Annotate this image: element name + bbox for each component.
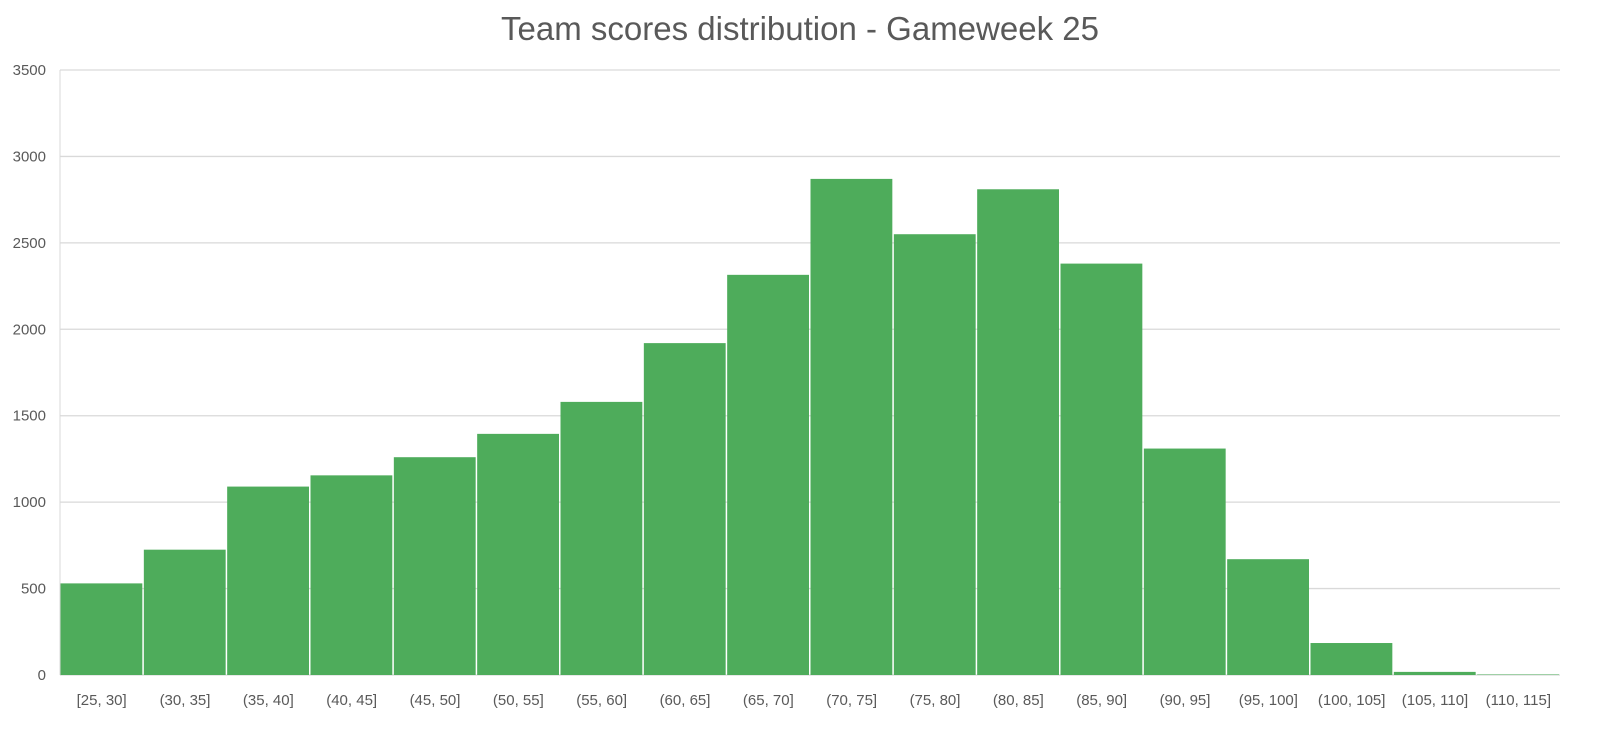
histogram-bar (1227, 559, 1309, 675)
x-tick-label: (40, 45] (326, 692, 377, 709)
x-tick-label: (45, 50] (410, 692, 461, 709)
x-tick-label: (100, 105] (1318, 692, 1386, 709)
histogram-bar (643, 343, 726, 675)
y-tick-label: 2000 (13, 321, 46, 338)
x-tick-label: (80, 85] (993, 692, 1044, 709)
histogram-bar (310, 475, 393, 675)
histogram-bar (810, 178, 893, 675)
x-tick-label: (75, 80] (910, 692, 961, 709)
x-tick-label: (30, 35] (160, 692, 211, 709)
histogram-bar (1393, 671, 1476, 675)
x-tick-label: (65, 70] (743, 692, 794, 709)
histogram-bar (60, 583, 143, 675)
histogram-bar (1060, 263, 1143, 675)
y-tick-label: 1000 (13, 494, 46, 511)
x-tick-label: (90, 95] (1160, 692, 1211, 709)
histogram-bar (977, 189, 1059, 675)
histogram-bar (560, 401, 643, 675)
histogram-bar (893, 234, 976, 675)
histogram-bar (477, 433, 559, 675)
histogram-bar (143, 549, 226, 675)
y-tick-label: 1500 (13, 408, 46, 425)
histogram-bar (1477, 674, 1559, 675)
x-tick-label: (105, 110] (1402, 692, 1468, 709)
chart-title: Team scores distribution - Gameweek 25 (501, 10, 1099, 47)
histogram-bar (227, 486, 309, 675)
x-tick-label: [25, 30] (77, 692, 127, 709)
x-tick-label: (50, 55] (493, 692, 544, 709)
histogram-bar (393, 457, 476, 675)
histogram-bar (1143, 448, 1226, 675)
x-tick-label: (85, 90] (1076, 692, 1127, 709)
histogram-bar (727, 274, 809, 675)
y-tick-label: 3000 (13, 148, 46, 165)
x-tick-label: (35, 40] (243, 692, 294, 709)
histogram-bar (1310, 643, 1393, 675)
y-tick-label: 2500 (13, 235, 46, 252)
y-tick-label: 0 (38, 667, 46, 684)
y-tick-label: 3500 (13, 62, 46, 79)
x-tick-label: (70, 75] (826, 692, 877, 709)
y-tick-label: 500 (21, 581, 46, 598)
x-tick-label: (110, 115] (1486, 692, 1551, 709)
x-tick-label: (55, 60] (576, 692, 627, 709)
x-tick-label: (95, 100] (1239, 692, 1298, 709)
x-tick-label: (60, 65] (660, 692, 711, 709)
